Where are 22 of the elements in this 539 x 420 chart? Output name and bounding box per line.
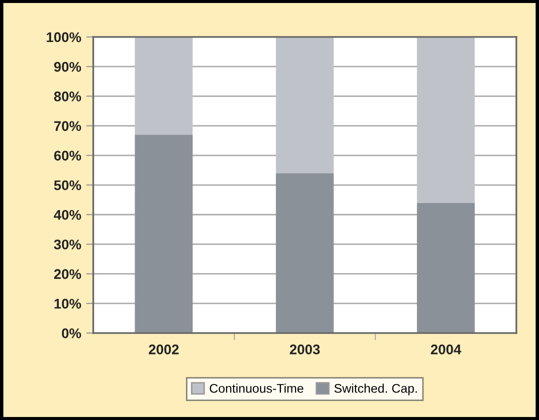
y-tick-label: 50% [54, 180, 82, 190]
x-tick-label: 2004 [430, 344, 462, 354]
y-tick-label: 10% [54, 298, 82, 309]
bar [276, 173, 334, 334]
x-tick-label: 2002 [148, 344, 179, 354]
y-tick-label: 100% [46, 32, 82, 42]
y-tick-label: 0% [62, 328, 82, 338]
y-tick-label: 40% [54, 210, 82, 220]
y-tick-label: 90% [54, 62, 82, 72]
legend-label: Switched. Cap. [334, 384, 417, 396]
y-tick-label: 80% [54, 92, 82, 102]
y-tick-label: 70% [54, 121, 82, 131]
bar [416, 202, 475, 334]
y-tick-label: 30% [54, 240, 82, 250]
legend-label: Continuous-Time [210, 384, 304, 393]
bar [134, 134, 193, 334]
y-tick-label: 60% [54, 150, 82, 161]
bar [416, 36, 475, 203]
bar [276, 36, 334, 174]
y-tick-label: 20% [54, 269, 82, 280]
x-tick-label: 2003 [290, 344, 320, 354]
bar [134, 36, 193, 135]
